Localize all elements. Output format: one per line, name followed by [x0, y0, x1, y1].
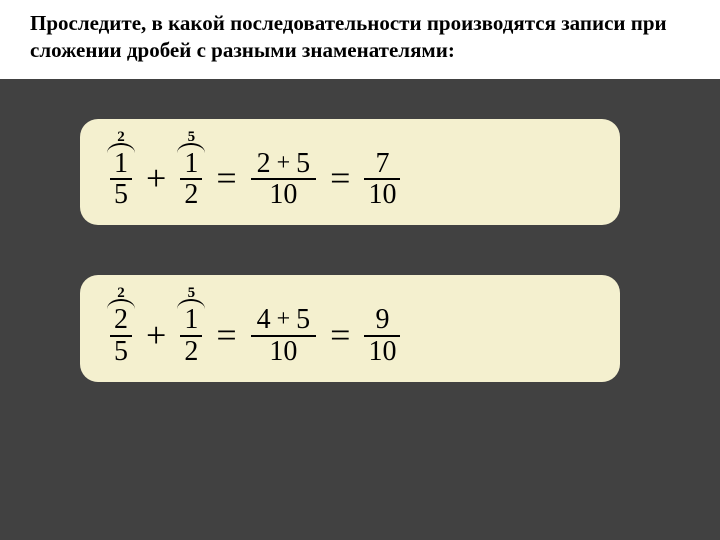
numerator: 2 — [110, 305, 132, 334]
fraction: 1 5 — [110, 149, 132, 210]
numerator: 1 — [180, 305, 202, 334]
plus-operator: + — [277, 151, 291, 176]
content-area: 2 1 5 + 5 1 2 = 2 + 5 1 — [0, 79, 720, 473]
expression-numerator: 4 + 5 — [251, 305, 317, 334]
plus-operator: + — [146, 317, 166, 353]
equation-box-2: 2 2 5 + 5 1 2 = 4 + 5 1 — [80, 275, 620, 382]
term-a: 2 — [257, 149, 271, 178]
numerator: 9 — [371, 305, 393, 334]
expression-numerator: 2 + 5 — [251, 149, 317, 178]
equation-box-1: 2 1 5 + 5 1 2 = 2 + 5 1 — [80, 119, 620, 226]
equals-operator: = — [216, 160, 236, 196]
expression-fraction: 4 + 5 10 — [251, 305, 317, 366]
denominator: 10 — [364, 337, 400, 366]
denominator: 5 — [110, 337, 132, 366]
equals-operator: = — [330, 160, 350, 196]
equals-operator: = — [330, 317, 350, 353]
fraction-1a: 2 1 5 — [110, 133, 132, 210]
result-fraction: 7 10 — [364, 149, 400, 210]
arc-icon — [177, 299, 205, 309]
arc-icon — [107, 299, 135, 309]
denominator: 10 — [364, 180, 400, 209]
numerator: 7 — [371, 149, 393, 178]
numerator: 1 — [180, 149, 202, 178]
arc-icon — [177, 143, 205, 153]
header: Проследите, в какой последовательности п… — [0, 0, 720, 79]
numerator: 1 — [110, 149, 132, 178]
fraction: 1 2 — [180, 149, 202, 210]
arc-icon — [107, 143, 135, 153]
fraction-1b: 5 1 2 — [180, 133, 202, 210]
plus-operator: + — [146, 160, 166, 196]
expression-fraction: 2 + 5 10 — [251, 149, 317, 210]
denominator: 2 — [180, 180, 202, 209]
result-fraction: 9 10 — [364, 305, 400, 366]
fraction: 2 5 — [110, 305, 132, 366]
fraction-2a: 2 2 5 — [110, 289, 132, 366]
header-text: Проследите, в какой последовательности п… — [30, 10, 690, 65]
denominator: 2 — [180, 337, 202, 366]
term-b: 5 — [296, 149, 310, 178]
term-b: 5 — [296, 305, 310, 334]
fraction-2b: 5 1 2 — [180, 289, 202, 366]
equals-operator: = — [216, 317, 236, 353]
fraction: 1 2 — [180, 305, 202, 366]
term-a: 4 — [257, 305, 271, 334]
denominator: 10 — [265, 180, 301, 209]
denominator: 5 — [110, 180, 132, 209]
denominator: 10 — [265, 337, 301, 366]
plus-operator: + — [277, 307, 291, 332]
